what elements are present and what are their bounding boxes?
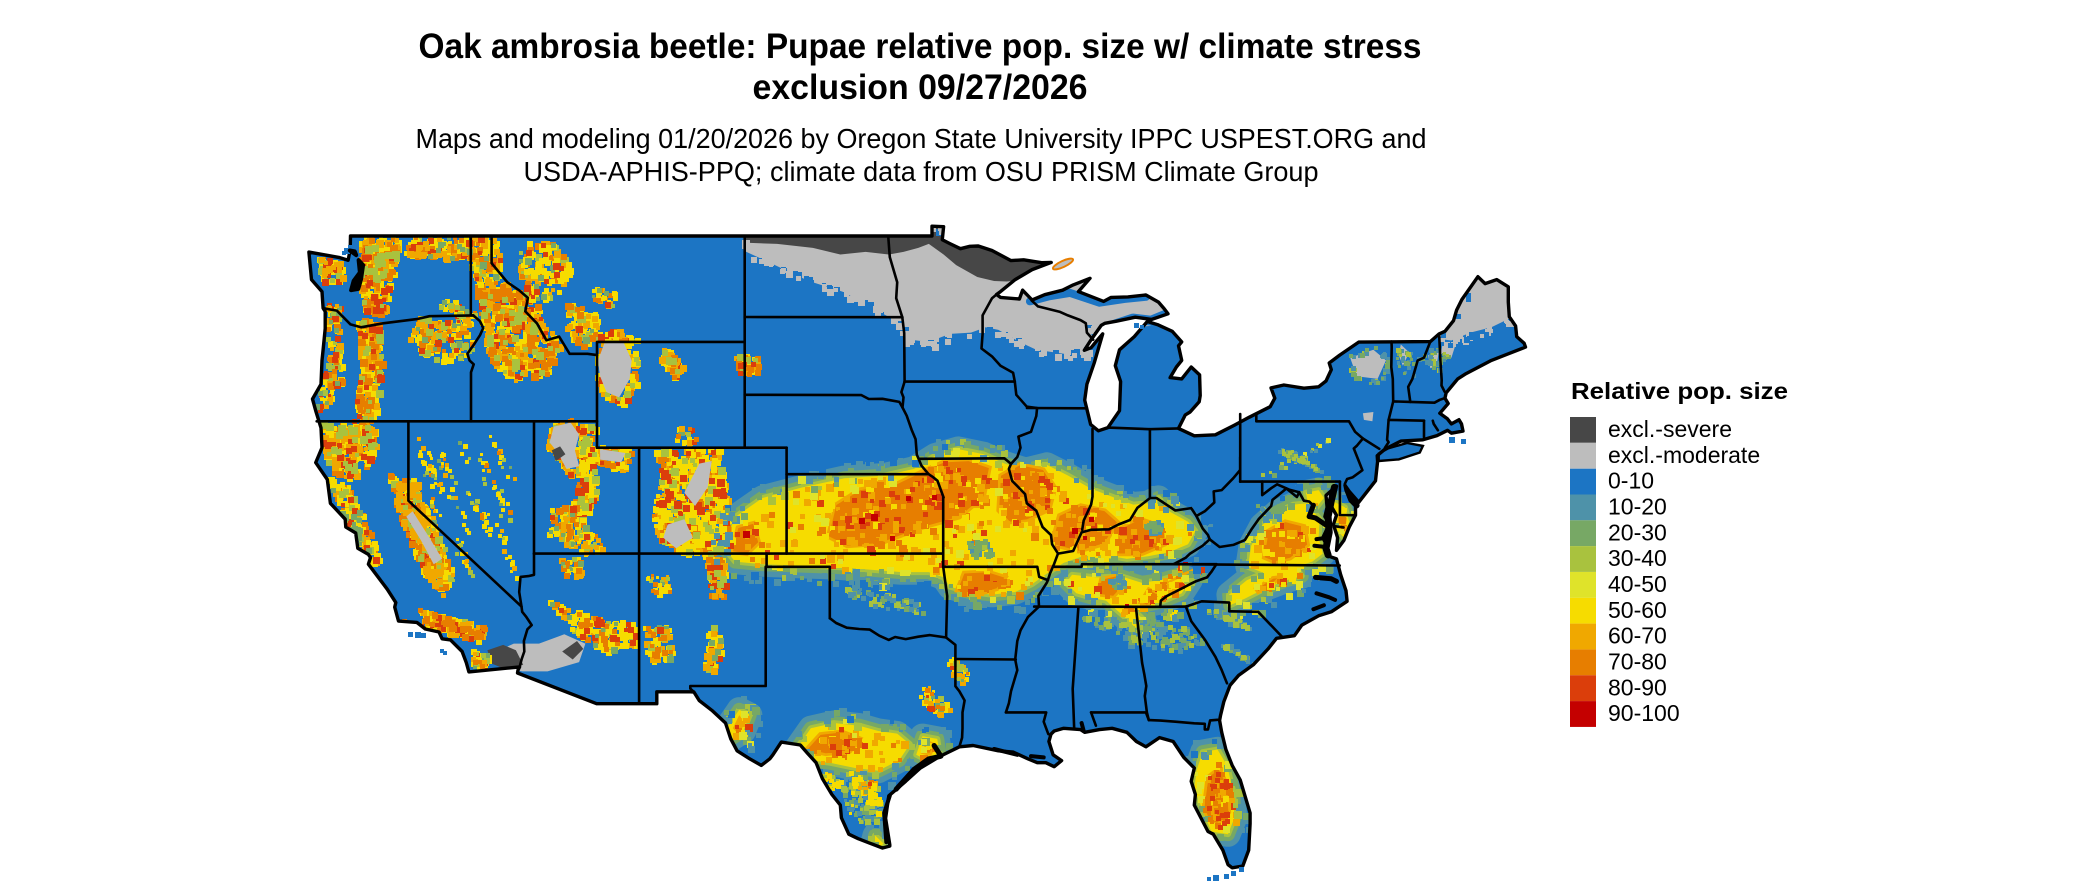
svg-text:USDA-APHIS-PPQ; climate data f: USDA-APHIS-PPQ; climate data from OSU PR… xyxy=(524,156,1319,187)
svg-text:90-100: 90-100 xyxy=(1608,700,1680,726)
svg-text:exclusion 09/27/2026: exclusion 09/27/2026 xyxy=(753,68,1088,107)
svg-text:Relative pop. size: Relative pop. size xyxy=(1571,378,1788,404)
svg-text:excl.-severe: excl.-severe xyxy=(1608,416,1732,442)
svg-text:70-80: 70-80 xyxy=(1608,649,1667,675)
svg-text:Maps and modeling 01/20/2026 b: Maps and modeling 01/20/2026 by Oregon S… xyxy=(416,123,1427,154)
svg-text:Oak ambrosia beetle: Pupae rel: Oak ambrosia beetle: Pupae relative pop.… xyxy=(419,27,1422,66)
svg-text:40-50: 40-50 xyxy=(1608,571,1667,597)
svg-text:80-90: 80-90 xyxy=(1608,674,1667,700)
svg-text:50-60: 50-60 xyxy=(1608,597,1667,623)
svg-text:excl.-moderate: excl.-moderate xyxy=(1608,442,1760,468)
svg-text:20-30: 20-30 xyxy=(1608,519,1667,545)
svg-text:60-70: 60-70 xyxy=(1608,623,1667,649)
svg-text:10-20: 10-20 xyxy=(1608,494,1667,520)
svg-text:30-40: 30-40 xyxy=(1608,545,1667,571)
svg-text:0-10: 0-10 xyxy=(1608,468,1654,494)
